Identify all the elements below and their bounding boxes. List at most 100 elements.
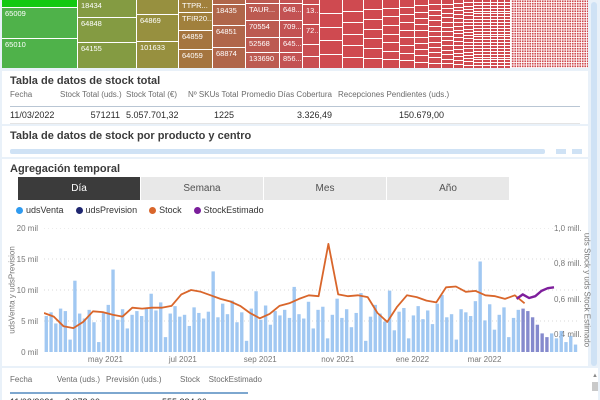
treemap-block[interactable] bbox=[442, 9, 453, 13]
bar[interactable] bbox=[321, 306, 325, 352]
treemap-block[interactable]: 133690 bbox=[246, 53, 279, 68]
treemap-block[interactable] bbox=[464, 49, 473, 52]
treemap-block[interactable] bbox=[505, 40, 510, 43]
treemap-block[interactable] bbox=[491, 40, 497, 43]
bar[interactable] bbox=[173, 306, 177, 352]
bar[interactable] bbox=[97, 342, 101, 352]
treemap-block[interactable] bbox=[491, 63, 497, 66]
treemap-block[interactable] bbox=[464, 9, 473, 13]
treemap-block[interactable] bbox=[415, 62, 428, 68]
treemap-block[interactable] bbox=[498, 20, 504, 22]
bar[interactable] bbox=[483, 320, 487, 352]
treemap-block[interactable] bbox=[464, 42, 473, 45]
bar[interactable] bbox=[488, 304, 492, 352]
treemap-block[interactable] bbox=[442, 55, 453, 59]
treemap-block[interactable] bbox=[483, 51, 490, 54]
bar[interactable] bbox=[516, 309, 520, 352]
treemap-block[interactable] bbox=[320, 0, 342, 13]
treemap-block[interactable] bbox=[474, 2, 482, 5]
bar[interactable] bbox=[325, 338, 330, 352]
bar[interactable] bbox=[368, 316, 373, 352]
treemap-block[interactable] bbox=[474, 20, 482, 22]
column-header[interactable]: Previsión (uds.) bbox=[106, 375, 162, 384]
treemap-block[interactable]: 65010 bbox=[2, 38, 77, 68]
treemap-block[interactable] bbox=[464, 6, 473, 9]
treemap-block[interactable] bbox=[415, 6, 428, 12]
treemap-block[interactable] bbox=[442, 45, 453, 50]
table-vertical-scrollbar[interactable]: ▲ bbox=[591, 372, 599, 400]
treemap-block[interactable] bbox=[491, 20, 497, 22]
treemap-block[interactable] bbox=[454, 7, 463, 11]
bar[interactable] bbox=[392, 330, 397, 352]
bar[interactable] bbox=[73, 280, 77, 352]
scrollbar-thumb[interactable] bbox=[10, 149, 545, 154]
treemap-block[interactable] bbox=[498, 48, 504, 51]
treemap-block[interactable] bbox=[474, 46, 482, 48]
bar[interactable] bbox=[249, 308, 253, 352]
bar[interactable] bbox=[468, 316, 473, 352]
bar[interactable] bbox=[206, 311, 211, 352]
bar[interactable] bbox=[521, 308, 525, 352]
treemap-block[interactable]: 645... bbox=[280, 37, 302, 53]
treemap-block[interactable] bbox=[343, 46, 363, 57]
bar[interactable] bbox=[397, 311, 401, 352]
bar[interactable] bbox=[106, 304, 110, 352]
treemap-block[interactable] bbox=[491, 25, 497, 28]
bar[interactable] bbox=[240, 312, 244, 352]
treemap-block[interactable] bbox=[429, 31, 441, 37]
treemap-block[interactable] bbox=[415, 56, 428, 62]
treemap-block[interactable] bbox=[498, 66, 504, 68]
treemap-block[interactable] bbox=[442, 13, 453, 18]
treemap-block[interactable] bbox=[498, 8, 504, 11]
bar[interactable] bbox=[554, 338, 559, 352]
treemap-block[interactable]: 856... bbox=[280, 53, 302, 68]
bar[interactable] bbox=[135, 311, 139, 352]
bar[interactable] bbox=[373, 304, 377, 352]
bar[interactable] bbox=[387, 290, 392, 352]
bar[interactable] bbox=[530, 317, 535, 352]
treemap-block[interactable] bbox=[474, 63, 482, 66]
bar[interactable] bbox=[411, 315, 416, 352]
treemap-block[interactable] bbox=[483, 8, 490, 11]
bar[interactable] bbox=[116, 319, 120, 352]
treemap-block[interactable] bbox=[415, 0, 428, 6]
treemap-block[interactable] bbox=[383, 8, 399, 17]
treemap-block[interactable] bbox=[474, 11, 482, 14]
treemap-block[interactable] bbox=[491, 8, 497, 11]
bar[interactable] bbox=[154, 310, 158, 352]
treemap-block[interactable] bbox=[498, 2, 504, 5]
treemap-block[interactable] bbox=[429, 53, 441, 58]
bar[interactable] bbox=[178, 316, 182, 352]
treemap-block[interactable] bbox=[400, 61, 414, 69]
treemap-block[interactable] bbox=[364, 59, 382, 69]
treemap-block[interactable] bbox=[454, 34, 463, 38]
bar[interactable] bbox=[58, 308, 63, 352]
treemap-block[interactable] bbox=[474, 60, 482, 63]
treemap-block[interactable]: 52568 bbox=[246, 37, 279, 53]
bar[interactable] bbox=[192, 307, 196, 352]
treemap-block[interactable] bbox=[498, 23, 504, 25]
bar[interactable] bbox=[454, 339, 459, 352]
bar[interactable] bbox=[511, 317, 516, 352]
bar[interactable] bbox=[545, 337, 549, 352]
treemap-block[interactable] bbox=[400, 53, 414, 61]
treemap-block[interactable] bbox=[464, 59, 473, 62]
treemap-block[interactable] bbox=[483, 14, 490, 17]
treemap-block[interactable] bbox=[505, 20, 510, 22]
bar[interactable] bbox=[330, 314, 335, 352]
column-header[interactable]: Stock bbox=[179, 375, 200, 384]
treemap-block[interactable] bbox=[505, 37, 510, 40]
bar[interactable] bbox=[278, 315, 282, 352]
bar[interactable] bbox=[139, 316, 144, 352]
treemap-block[interactable] bbox=[442, 32, 453, 36]
treemap-block[interactable] bbox=[415, 18, 428, 25]
treemap-block[interactable] bbox=[505, 46, 510, 48]
treemap-block[interactable] bbox=[483, 11, 490, 14]
bar[interactable] bbox=[125, 328, 130, 352]
tab-año[interactable]: Año bbox=[387, 177, 509, 200]
bar[interactable] bbox=[159, 302, 163, 352]
bar[interactable] bbox=[359, 293, 363, 352]
bar[interactable] bbox=[311, 328, 315, 352]
treemap-block[interactable] bbox=[415, 50, 428, 56]
treemap-block[interactable] bbox=[454, 53, 463, 57]
